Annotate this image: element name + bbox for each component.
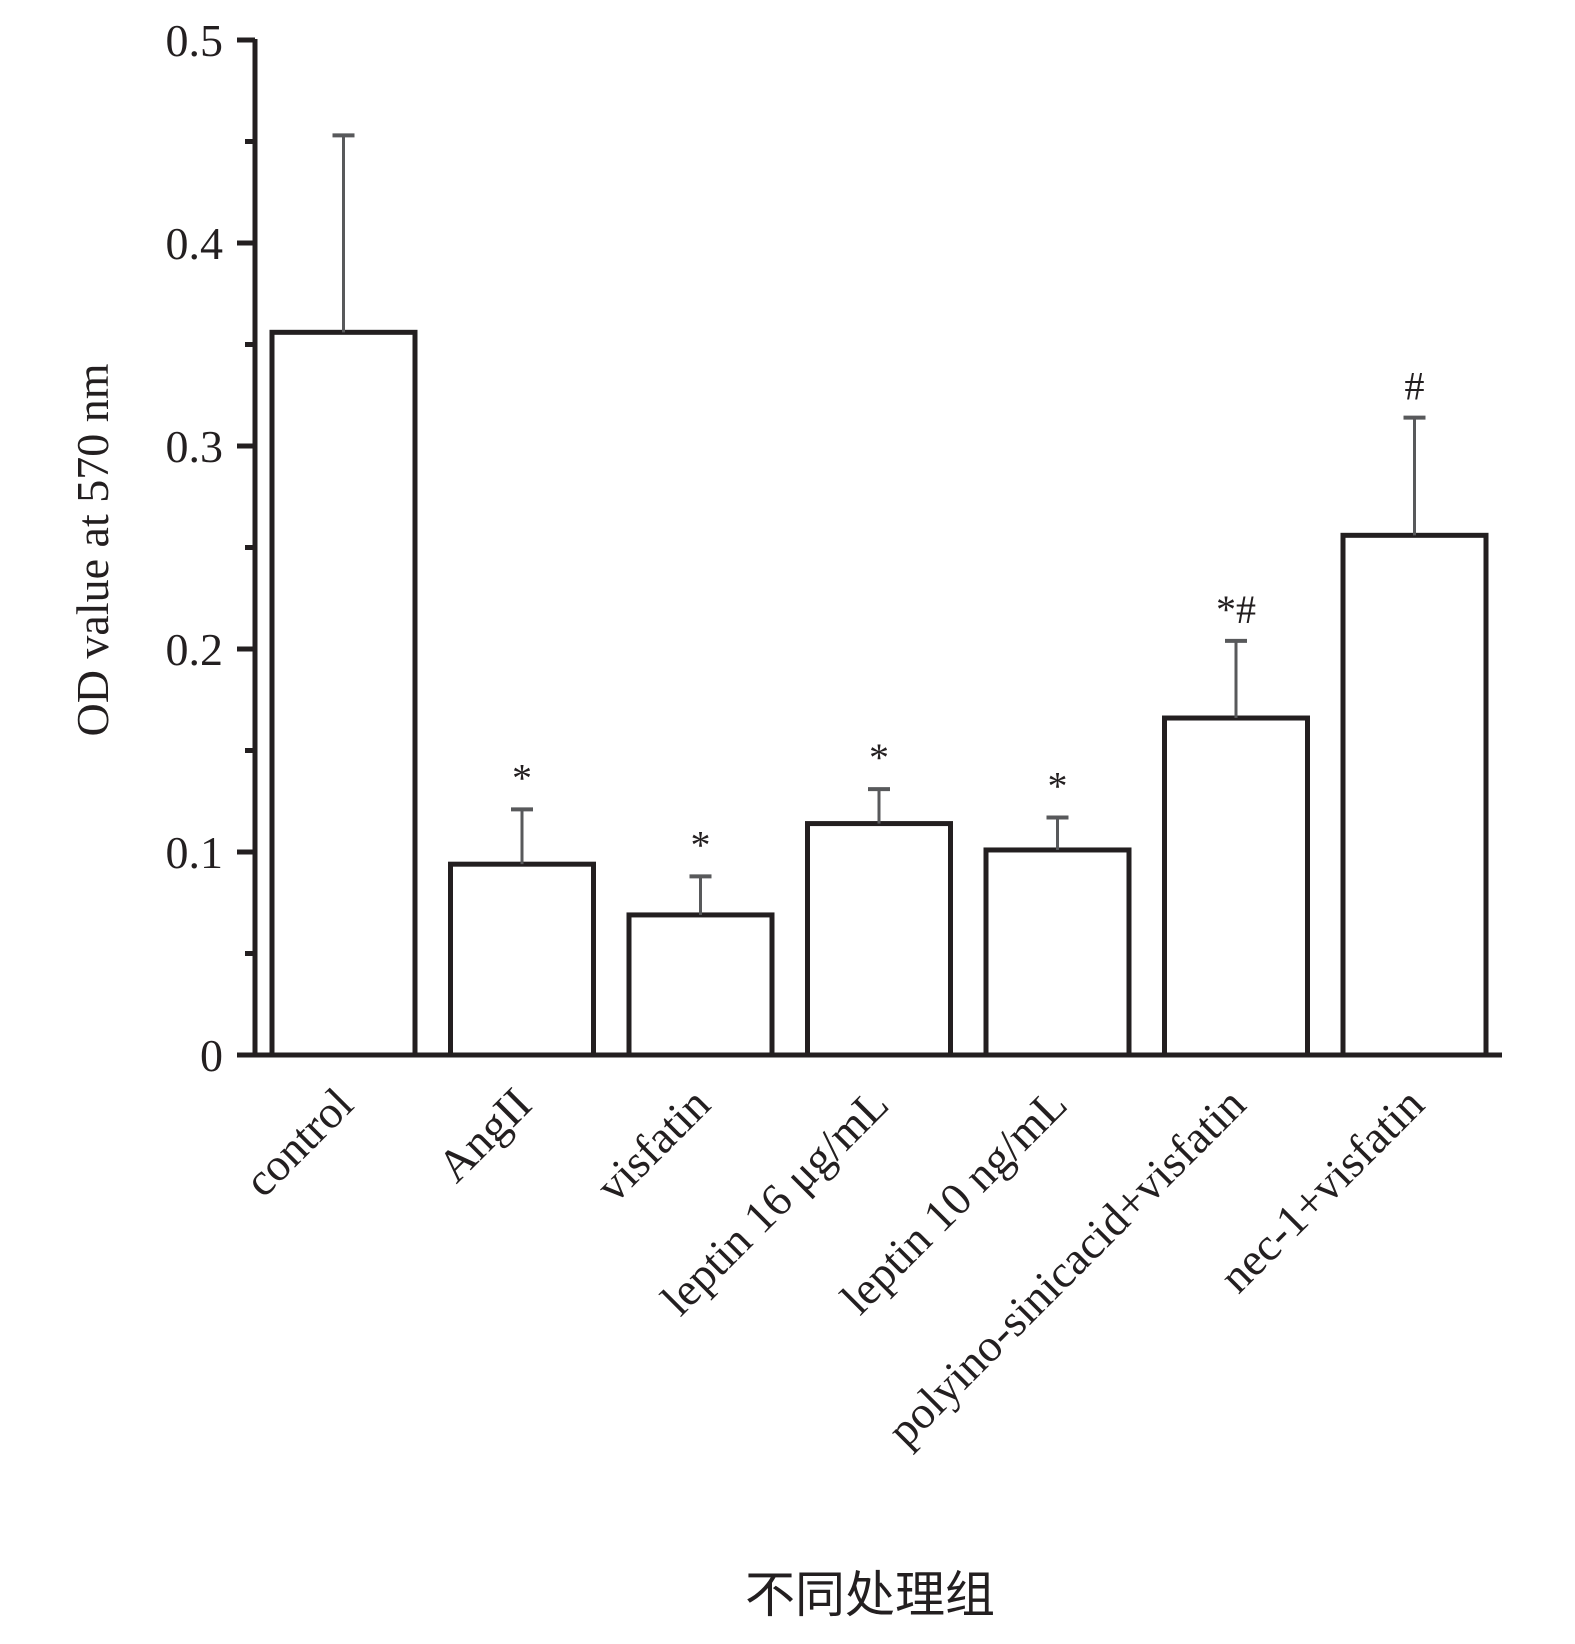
bar xyxy=(983,847,1132,1058)
bar xyxy=(626,912,775,1058)
y-tick-label: 0 xyxy=(200,1030,223,1081)
y-tick-label: 0.5 xyxy=(166,15,224,66)
significance-marker: * xyxy=(869,735,889,780)
bar xyxy=(1162,715,1310,1058)
y-tick-label: 0.2 xyxy=(166,624,224,675)
significance-marker: * xyxy=(691,822,711,867)
bar xyxy=(448,861,596,1058)
bar xyxy=(805,821,953,1058)
significance-marker: # xyxy=(1405,364,1425,409)
y-tick-label: 0.4 xyxy=(166,218,224,269)
bars-group xyxy=(269,329,1489,1058)
significance-marker: *# xyxy=(1216,587,1256,632)
y-tick-label: 0.1 xyxy=(166,827,224,878)
x-tick-label: visfatin xyxy=(586,1078,720,1212)
significance-marker: * xyxy=(1048,763,1068,808)
y-tick-label: 0.3 xyxy=(166,421,224,472)
x-tick-label: polyino-sinicacid+visfatin xyxy=(877,1078,1255,1456)
y-axis-title: OD value at 570 nm xyxy=(67,363,118,736)
significance-marker: * xyxy=(512,755,532,800)
x-axis-title: 不同处理组 xyxy=(745,1566,995,1624)
x-tick-label: AngII xyxy=(427,1078,541,1192)
bar xyxy=(269,329,418,1058)
y-ticks-group: 0 0.1 0.2 0.3 0.4 0.5 xyxy=(166,15,255,1081)
x-tick-label: control xyxy=(234,1078,362,1206)
error-bars-group xyxy=(332,133,1426,915)
significance-markers-group: * * * * *# # xyxy=(512,364,1425,868)
bar xyxy=(1340,532,1489,1058)
